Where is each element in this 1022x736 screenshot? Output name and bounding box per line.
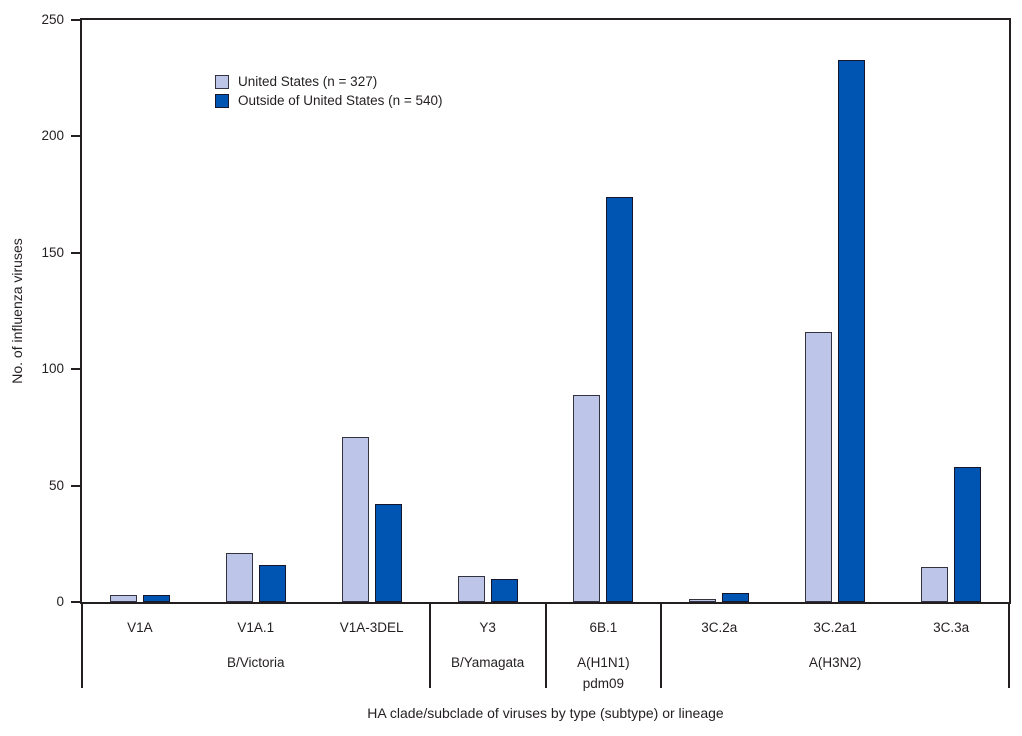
category-label-6b-1: 6B.1 xyxy=(589,620,618,635)
y-tick-label-200: 200 xyxy=(41,128,64,144)
group-separator xyxy=(1008,604,1010,688)
category-label-v1a: V1A xyxy=(127,620,153,635)
bar-intl-v1a-3del xyxy=(374,504,402,602)
bar-us-3c-2a xyxy=(689,599,717,602)
group-label-b-victoria: B/Victoria xyxy=(227,655,285,670)
y-tick-mark-250 xyxy=(71,19,80,21)
group-separator xyxy=(428,604,431,688)
bar-intl-v1a xyxy=(142,595,170,602)
bar-intl-3c-2a xyxy=(722,593,750,602)
bar-intl-3c-3a xyxy=(954,467,982,602)
x-axis-title: HA clade/subclade of viruses by type (su… xyxy=(367,705,724,721)
bar-us-y3 xyxy=(457,576,485,602)
bar-us-6b-1 xyxy=(573,395,601,602)
bar-us-3c-2a1 xyxy=(805,332,833,602)
bar-us-v1a-1 xyxy=(225,553,253,602)
y-tick-mark-0 xyxy=(71,601,80,603)
group-separator xyxy=(544,604,547,688)
x-axis-band: V1A V1A.1 V1A-3DEL Y3 6B.1 3C.2a 3C.2a1 3C.3a B/… xyxy=(81,604,1010,694)
legend-label-united-states: United States (n = 327) xyxy=(238,74,378,89)
legend-item-united-states: United States (n = 327) xyxy=(215,72,443,91)
category-label-v1a-1: V1A.1 xyxy=(237,620,275,635)
group-label-a-h3n2: A(H3N2) xyxy=(808,655,862,670)
bar-us-3c-3a xyxy=(921,567,949,602)
y-tick-label-0: 0 xyxy=(56,594,64,609)
y-tick-label-250: 250 xyxy=(41,12,64,27)
group-label-a-h1n1: A(H1N1) pdm09 xyxy=(577,655,630,691)
legend-label-outside-united-states: Outside of United States (n = 540) xyxy=(238,93,443,108)
category-label-3c-2a: 3C.2a xyxy=(701,620,738,635)
bar-us-v1a xyxy=(109,595,137,602)
legend-swatch-united-states-icon xyxy=(215,74,229,89)
bar-intl-v1a-1 xyxy=(258,565,286,602)
bar-intl-6b-1 xyxy=(606,197,634,602)
y-tick-label-150: 150 xyxy=(41,244,64,260)
y-axis-ticks: 0 50 100 150 200 250 xyxy=(0,0,80,736)
y-tick-label-100: 100 xyxy=(41,361,64,377)
legend-item-outside-united-states: Outside of United States (n = 540) xyxy=(215,91,443,110)
y-tick-mark-200 xyxy=(71,135,80,138)
category-label-3c-3a: 3C.3a xyxy=(933,620,970,635)
y-tick-mark-150 xyxy=(71,251,80,254)
y-tick-mark-50 xyxy=(71,484,80,487)
group-separator xyxy=(81,604,83,688)
y-tick-mark-100 xyxy=(71,368,80,371)
group-label-b-yamagata: B/Yamagata xyxy=(450,655,525,670)
category-label-3c-2a1: 3C.2a1 xyxy=(813,620,857,635)
category-label-y3: Y3 xyxy=(479,620,496,635)
bar-intl-y3 xyxy=(490,579,518,602)
y-tick-label-50: 50 xyxy=(48,477,64,493)
category-label-v1a-3del: V1A-3DEL xyxy=(339,620,404,635)
bar-intl-3c-2a1 xyxy=(838,60,866,602)
plot-bars-layer xyxy=(82,20,1009,602)
legend-swatch-outside-united-states-icon xyxy=(215,93,229,108)
group-separator xyxy=(660,604,663,688)
bar-us-v1a-3del xyxy=(341,437,369,602)
legend: United States (n = 327) Outside of Unite… xyxy=(215,72,443,110)
